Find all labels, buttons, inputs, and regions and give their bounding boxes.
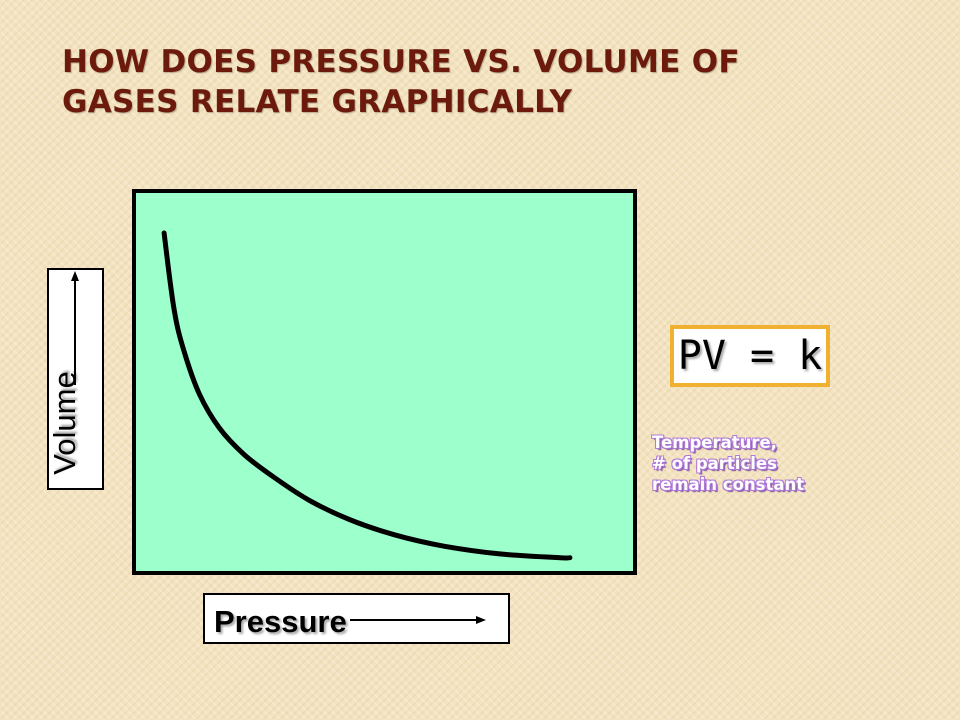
x-axis-arrowhead-icon bbox=[476, 616, 486, 624]
constant-conditions-note: Temperature, # of particles remain const… bbox=[652, 432, 892, 495]
note-line-3: remain constant bbox=[652, 475, 805, 494]
x-axis-label: Pressure bbox=[214, 604, 347, 639]
slide-title-line-1: How does Pressure vs. Volume of bbox=[62, 44, 740, 80]
equation-box: PV = k bbox=[670, 325, 830, 387]
y-axis-arrowhead-icon bbox=[71, 271, 79, 281]
slide-title-line-2: Gases Relate graphically bbox=[62, 84, 573, 120]
x-axis-label-box bbox=[203, 593, 510, 644]
note-line-2: # of particles bbox=[652, 454, 777, 473]
slide-title: How does Pressure vs. Volume of Gases Re… bbox=[62, 42, 922, 122]
y-axis-label: Volume bbox=[47, 371, 82, 474]
plot-area bbox=[132, 189, 637, 575]
pressure-volume-curve bbox=[161, 230, 573, 561]
equation-text: PV = k bbox=[677, 333, 823, 379]
note-line-1: Temperature, bbox=[652, 433, 777, 452]
